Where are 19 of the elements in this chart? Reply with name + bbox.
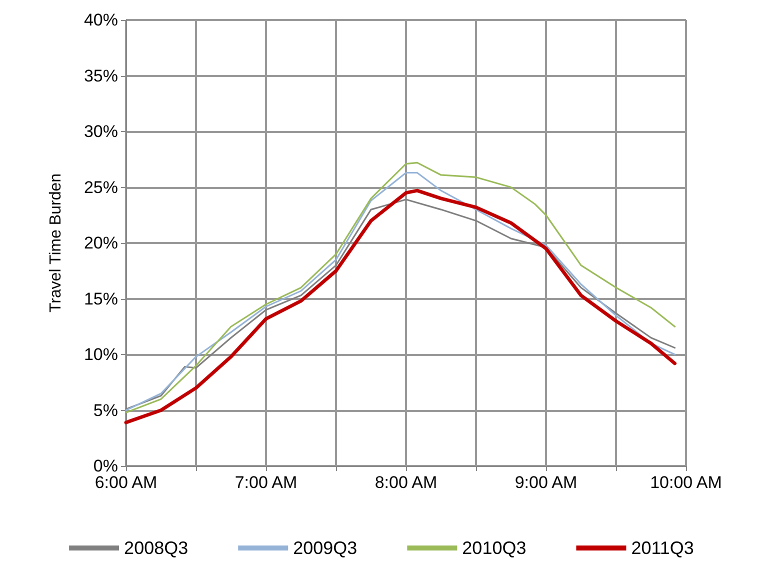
- y-tick-label: 10%: [84, 345, 118, 364]
- x-tick-label: 7:00 AM: [234, 473, 298, 492]
- x-tick-label: 10:00 AM: [650, 473, 722, 492]
- y-tick-label: 35%: [84, 66, 118, 86]
- legend-label: 2011Q3: [631, 538, 694, 558]
- x-tick-label: 6:00 AM: [94, 473, 158, 492]
- legend-label: 2010Q3: [462, 538, 526, 558]
- y-tick-label: 30%: [84, 122, 118, 141]
- y-tick-label: 20%: [84, 234, 118, 252]
- y-tick-label: 5%: [93, 400, 118, 420]
- y-tick-label: 25%: [84, 178, 118, 197]
- legend-label: 2009Q3: [293, 538, 358, 558]
- legend-label: 2008Q3: [124, 538, 188, 558]
- x-tick-label: 9:00 AM: [514, 473, 578, 492]
- y-axis-title: Travel Time Burden: [48, 173, 64, 313]
- y-tick-label: 15%: [84, 289, 118, 308]
- x-tick-label: 8:00 AM: [374, 473, 438, 492]
- y-tick-label: 40%: [84, 10, 118, 30]
- y-tick-label: 0%: [93, 456, 118, 476]
